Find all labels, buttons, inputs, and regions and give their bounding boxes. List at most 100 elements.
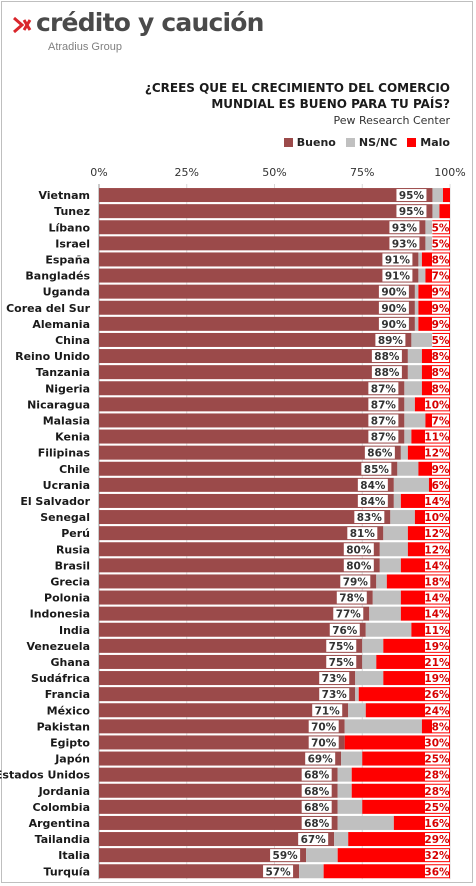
bar-segment-nsnc — [355, 671, 384, 686]
category-label: Egipto — [50, 736, 90, 749]
data-label-bueno: 70% — [311, 737, 337, 749]
category-label: Indonesia — [30, 608, 90, 621]
category-label: Alemania — [32, 318, 90, 331]
category-label: México — [47, 704, 91, 717]
data-label-bg-malo — [425, 527, 449, 540]
bar-segment-bueno — [99, 510, 391, 525]
data-label-bg-bueno — [368, 430, 399, 443]
data-label-malo: 7% — [432, 415, 450, 427]
data-label-bg-bueno — [368, 398, 399, 411]
data-label-bg-bueno — [378, 285, 409, 298]
bar-segment-bueno — [99, 558, 380, 573]
bar-segment-bueno — [99, 268, 419, 283]
category-label: Jordania — [38, 785, 90, 798]
bar-segment-nsnc — [432, 204, 440, 219]
data-label-bg-bueno — [368, 382, 399, 395]
bar-segment-bueno — [99, 332, 412, 347]
data-label-malo: 10% — [424, 399, 450, 411]
bar-segment-nsnc — [400, 445, 408, 460]
category-label: Vietnam — [38, 189, 90, 202]
legend-item-malo: Malo — [407, 136, 450, 149]
data-label-bueno: 57% — [265, 866, 291, 878]
data-label-bueno: 93% — [392, 238, 418, 250]
category-label: Argentina — [29, 817, 90, 830]
data-label-bg-malo — [425, 800, 449, 813]
legend-label-nsnc: NS/NC — [358, 136, 398, 149]
bar-segment-nsnc — [414, 316, 419, 331]
legend-label-malo: Malo — [420, 136, 450, 149]
bar-segment-nsnc — [372, 590, 401, 605]
data-label-bg-bueno — [371, 350, 402, 363]
bar-segment-malo — [337, 848, 450, 863]
data-label-bg-malo — [425, 623, 449, 636]
data-label-bueno: 84% — [360, 496, 386, 508]
data-label-bg-bueno — [336, 591, 367, 604]
bar-segment-bueno — [99, 671, 356, 686]
data-label-bg-malo — [432, 285, 449, 298]
brand-name: crédito y caución — [36, 8, 264, 37]
data-label-malo: 18% — [424, 576, 450, 588]
category-label: Polonia — [44, 592, 90, 605]
data-label-bg-malo — [432, 237, 449, 250]
legend-item-nsnc: NS/NC — [345, 136, 398, 149]
bar-segment-bueno — [99, 477, 394, 492]
chart-title: ¿CREES QUE EL CRECIMIENTO DEL COMERCIO M… — [110, 80, 450, 112]
data-label-bueno: 84% — [360, 480, 386, 492]
data-label-bg-malo — [432, 414, 449, 427]
bar-segment-bueno — [99, 574, 377, 589]
data-label-bueno: 71% — [315, 705, 341, 717]
bar-segment-nsnc — [337, 815, 394, 830]
bar-segment-nsnc — [393, 493, 401, 508]
bar-segment-bueno — [99, 429, 405, 444]
data-label-bueno: 73% — [322, 689, 348, 701]
brand-subtitle: Atradius Group — [48, 41, 122, 53]
category-label: Malasia — [43, 414, 90, 427]
data-label-bg-malo — [425, 494, 449, 507]
bar-segment-bueno — [99, 654, 363, 669]
bar-segment-bueno — [99, 236, 426, 251]
data-label-bg-bueno — [357, 494, 388, 507]
data-label-malo: 28% — [424, 770, 450, 782]
category-label: España — [45, 253, 90, 266]
data-label-bg-malo — [425, 655, 449, 668]
category-label: Colombia — [33, 801, 91, 814]
bar-segment-bueno — [99, 799, 338, 814]
data-label-bg-bueno — [301, 800, 332, 813]
data-label-bueno: 75% — [329, 641, 355, 653]
data-label-malo: 9% — [432, 303, 450, 315]
category-label: China — [55, 334, 90, 347]
data-label-bg-bueno — [343, 543, 374, 556]
data-label-bg-malo — [425, 446, 449, 459]
data-label-malo: 10% — [424, 512, 450, 524]
category-label: Chile — [59, 463, 90, 476]
data-label-malo: 19% — [424, 673, 450, 685]
data-label-bg-malo — [432, 720, 449, 733]
data-label-bueno: 83% — [357, 512, 383, 524]
data-label-bg-bueno — [308, 720, 339, 733]
data-label-bueno: 87% — [371, 432, 397, 444]
bar-segment-nsnc — [355, 687, 359, 702]
data-label-bg-malo — [432, 317, 449, 330]
bar-segment-nsnc — [299, 864, 324, 879]
data-label-bg-malo — [425, 865, 449, 878]
data-label-bg-malo — [425, 430, 449, 443]
data-label-bg-malo — [432, 301, 449, 314]
category-label: Sudáfrica — [31, 672, 90, 685]
x-tick-label: 50% — [262, 166, 286, 179]
legend-swatch-malo — [407, 138, 417, 147]
data-label-malo: 5% — [432, 335, 450, 347]
data-label-bg-malo — [425, 688, 449, 701]
bar-segment-nsnc — [341, 751, 363, 766]
bar-segment-bueno — [99, 397, 405, 412]
data-label-bg-malo — [425, 591, 449, 604]
bar-segment-nsnc — [404, 413, 426, 428]
data-label-bueno: 89% — [378, 335, 404, 347]
data-label-bg-malo — [425, 511, 449, 524]
x-tick-label: 0% — [90, 166, 107, 179]
bar-segment-bueno — [99, 349, 408, 364]
data-label-bg-bueno — [357, 478, 388, 491]
data-label-malo: 6% — [432, 480, 450, 492]
legend-item-bueno: Bueno — [283, 136, 336, 149]
data-label-bg-bueno — [343, 559, 374, 572]
